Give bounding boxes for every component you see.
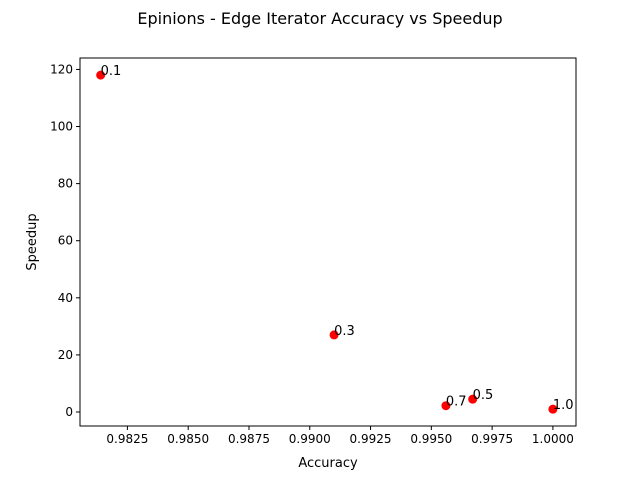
data-point <box>468 394 478 404</box>
x-tick-label: 0.9925 <box>350 432 392 446</box>
x-tick-label: 0.9825 <box>106 432 148 446</box>
point-label: 0.1 <box>101 64 122 79</box>
x-axis-ticks: 0.9825 0.9850 0.9875 0.9900 0.9925 0.9950 0.99… <box>106 426 574 446</box>
chart-title: Epinions - Edge Iterator Accuracy vs Spe… <box>137 9 502 28</box>
y-tick-label: 0 <box>65 405 73 419</box>
axes-frame <box>79 57 577 427</box>
data-point <box>441 401 451 411</box>
y-tick-label: 60 <box>58 234 73 248</box>
data-point <box>548 404 558 414</box>
point-label: 0.3 <box>334 324 355 339</box>
x-axis-label: Accuracy <box>298 456 358 471</box>
y-tick-label: 40 <box>58 291 73 305</box>
data-points <box>96 70 558 414</box>
x-tick-label: 0.9875 <box>228 432 270 446</box>
point-label: 0.5 <box>473 388 494 403</box>
y-tick-label: 20 <box>58 348 73 362</box>
data-point <box>96 70 106 80</box>
point-labels: 0.1 0.3 0.5 0.7 1.0 <box>101 64 574 413</box>
x-tick-label: 0.9975 <box>471 432 513 446</box>
point-label: 1.0 <box>553 398 574 413</box>
x-tick-label: 0.9900 <box>289 432 331 446</box>
point-label: 0.7 <box>446 395 467 410</box>
y-axis-label: Speedup <box>25 213 40 270</box>
x-tick-label: 0.9850 <box>167 432 209 446</box>
x-tick-label: 0.9950 <box>410 432 452 446</box>
data-point <box>329 330 339 340</box>
y-tick-label: 120 <box>50 62 73 76</box>
y-tick-label: 100 <box>50 120 73 134</box>
x-tick-label: 1.0000 <box>532 432 574 446</box>
y-axis-ticks: 0 20 40 60 80 100 120 <box>50 62 80 419</box>
y-tick-label: 80 <box>58 177 73 191</box>
